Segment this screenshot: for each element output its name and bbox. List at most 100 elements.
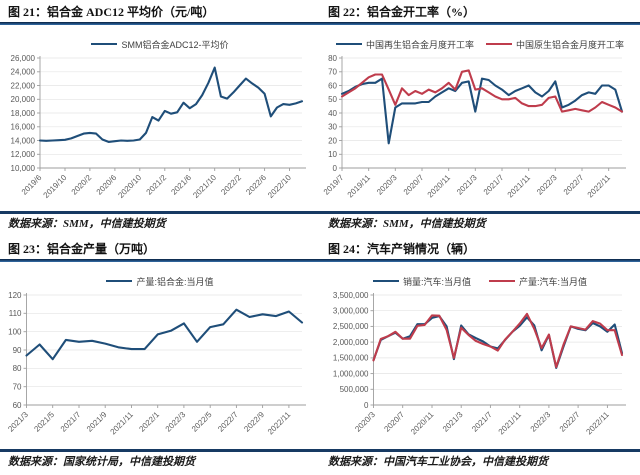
svg-text:14,000: 14,000	[11, 136, 36, 145]
svg-text:2021/11: 2021/11	[506, 173, 533, 200]
x-axis-labels: 2019/7 2019/11 2020/3 2020/7 2020/11 2021/3 20…	[322, 173, 613, 200]
svg-text:26,000: 26,000	[11, 54, 36, 63]
figure-24-panel: 图 24：汽车产销情况（辆） 销量:汽车:当月值 产量:汽车:当月值 0 500,0…	[320, 237, 640, 475]
svg-text:2022/11: 2022/11	[584, 410, 611, 437]
source-divider	[320, 449, 640, 452]
legend-item: 销量:汽车:当月值	[372, 275, 471, 288]
legend-item: 产量:汽车:当月值	[489, 275, 587, 288]
svg-text:60: 60	[13, 401, 22, 410]
figure-23-panel: 图 23：铝合金产量（万吨） 产量:铝合金:当月值 60 70 80 90 100 110…	[0, 237, 320, 475]
svg-text:40: 40	[328, 109, 337, 118]
svg-text:2021/11: 2021/11	[497, 410, 524, 437]
svg-text:2021/2: 2021/2	[145, 173, 169, 197]
legend-label: 产量:汽车:当月值	[519, 276, 588, 287]
legend-label: 销量:汽车:当月值	[402, 276, 471, 287]
svg-text:2021/6: 2021/6	[169, 173, 193, 197]
svg-text:10,000: 10,000	[11, 164, 36, 173]
legend-label: 产量:铝合金:当月值	[136, 276, 214, 287]
svg-text:2,500,000: 2,500,000	[333, 322, 369, 331]
svg-text:2022/9: 2022/9	[242, 410, 266, 434]
svg-text:18,000: 18,000	[11, 109, 36, 118]
svg-text:2020/7: 2020/7	[402, 173, 426, 197]
svg-text:2021/7: 2021/7	[470, 410, 494, 434]
svg-text:2,000,000: 2,000,000	[333, 338, 369, 347]
source-divider	[0, 211, 320, 214]
series-line	[340, 69, 624, 113]
svg-text:2022/6: 2022/6	[244, 173, 268, 197]
svg-text:2021/7: 2021/7	[59, 410, 83, 434]
figure-24-legend: 销量:汽车:当月值 产量:汽车:当月值	[320, 274, 640, 288]
svg-text:2020/3: 2020/3	[375, 173, 399, 197]
svg-text:3,500,000: 3,500,000	[333, 291, 369, 300]
svg-text:120: 120	[8, 291, 22, 300]
svg-text:2021/3: 2021/3	[455, 173, 479, 197]
svg-text:2022/5: 2022/5	[190, 410, 214, 434]
axes	[339, 56, 626, 171]
source-divider	[0, 449, 320, 452]
svg-text:2020/7: 2020/7	[382, 410, 406, 434]
svg-text:20,000: 20,000	[11, 95, 36, 104]
figure-24-title: 图 24：汽车产销情况（辆）	[328, 242, 476, 256]
legend-line-swatch	[335, 42, 362, 46]
svg-text:12,000: 12,000	[11, 150, 36, 159]
svg-text:90: 90	[13, 346, 22, 355]
svg-text:2021/7: 2021/7	[482, 173, 506, 197]
figure-24-source: 数据来源：中国汽车工业协会，中信建投期货	[328, 456, 548, 468]
svg-text:2019/10: 2019/10	[42, 173, 69, 200]
svg-text:2022/2: 2022/2	[219, 173, 243, 197]
title-divider	[320, 259, 640, 262]
figure-22-panel: 图 22：铝合金开工率（%） 中国再生铝合金月度开工率 中国原生铝合金月度开工率 …	[320, 0, 640, 237]
svg-text:80: 80	[13, 364, 22, 373]
legend-line-swatch	[106, 279, 133, 283]
axes	[23, 293, 306, 408]
svg-text:2019/11: 2019/11	[346, 173, 373, 200]
svg-text:24,000: 24,000	[11, 68, 36, 77]
legend-line-swatch	[486, 42, 512, 46]
series-line	[372, 312, 624, 369]
x-axis-labels: 2020/3 2020/7 2020/11 2021/3 2021/7 2021/11 20…	[353, 410, 611, 437]
svg-text:0: 0	[333, 164, 338, 173]
svg-text:110: 110	[9, 309, 22, 318]
svg-text:80: 80	[328, 54, 337, 63]
figure-21-title: 图 21：铝合金 ADC12 平均价（元/吨）	[8, 5, 215, 19]
svg-text:2020/6: 2020/6	[95, 173, 119, 197]
series-line	[25, 308, 304, 361]
svg-text:2020/2: 2020/2	[70, 173, 94, 197]
svg-text:2022/11: 2022/11	[266, 410, 293, 437]
legend-line-swatch	[372, 279, 399, 283]
svg-text:70: 70	[13, 383, 22, 392]
svg-text:0: 0	[364, 401, 369, 410]
svg-text:16,000: 16,000	[11, 123, 36, 132]
svg-text:2022/7: 2022/7	[216, 410, 240, 434]
figure-22-source: 数据来源：SMM，中信建投期货	[328, 218, 486, 230]
svg-text:2022/7: 2022/7	[558, 410, 582, 434]
y-axis-labels: 0 500,000 1,000,000 1,500,000 2,000,000 2,500…	[333, 291, 369, 410]
svg-text:2021/9: 2021/9	[85, 410, 109, 434]
svg-text:2022/3: 2022/3	[535, 173, 559, 197]
legend-item: 中国再生铝合金月度开工率	[335, 38, 474, 51]
legend-line-swatch	[91, 42, 118, 46]
svg-text:2021/11: 2021/11	[109, 410, 136, 437]
svg-text:2019/6: 2019/6	[20, 173, 44, 197]
svg-text:2020/3: 2020/3	[353, 410, 377, 434]
legend-label: 中国再生铝合金月度开工率	[365, 39, 474, 50]
figure-22-legend: 中国再生铝合金月度开工率 中国原生铝合金月度开工率	[320, 37, 640, 51]
figure-21-source: 数据来源：SMM，中信建投期货	[8, 218, 166, 230]
svg-text:2022/3: 2022/3	[164, 410, 188, 434]
axes	[37, 56, 306, 171]
legend-line-swatch	[489, 279, 515, 283]
svg-text:22,000: 22,000	[11, 81, 36, 90]
figure-21-panel: 图 21：铝合金 ADC12 平均价（元/吨） SMM铝合金ADC12-平均价 …	[0, 0, 320, 237]
figure-22-title: 图 22：铝合金开工率（%）	[328, 5, 476, 19]
svg-text:2020/11: 2020/11	[426, 173, 453, 200]
svg-text:2021/3: 2021/3	[441, 410, 465, 434]
figure-23-source: 数据来源：国家统计局，中信建投期货	[8, 456, 195, 468]
svg-text:2021/3: 2021/3	[6, 410, 30, 434]
y-axis-labels: 60 70 80 90 100 110 120	[8, 291, 22, 410]
title-divider	[0, 22, 320, 25]
svg-text:2022/10: 2022/10	[266, 173, 293, 200]
